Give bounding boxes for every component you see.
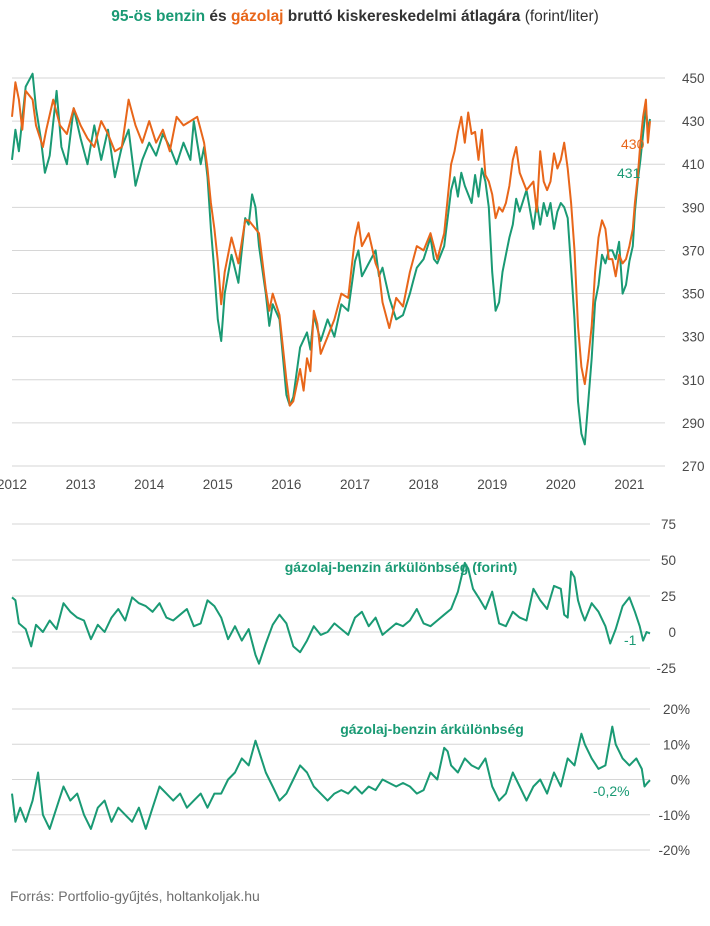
panel-title-diff-forint: gázolaj-benzin árkülönbség (forint) <box>285 559 518 575</box>
x-tick-label: 2016 <box>271 477 301 492</box>
y-tick-label-main: 310 <box>682 373 705 388</box>
end-label-benzin: 431 <box>617 165 641 181</box>
x-tick-label: 2017 <box>340 477 370 492</box>
y-tick-label-pct: -10% <box>658 808 690 823</box>
y-tick-label-main: 390 <box>682 200 705 215</box>
x-tick-label: 2013 <box>66 477 96 492</box>
end-label-diff-forint: -1 <box>624 632 637 648</box>
label-layer: 270 290 310 330 350 370 390 410 430 450 2012 2013 20… <box>0 71 705 858</box>
title-benzin: 95-ös benzin <box>111 8 206 25</box>
chart-title: 95-ös benzin és gázolaj bruttó kiskeresk… <box>0 8 710 26</box>
series-line-gazolaj <box>11 81 651 407</box>
y-tick-label-pct: 20% <box>663 702 690 717</box>
y-tick-label-pct: 0% <box>670 773 690 788</box>
x-tick-label: 2018 <box>409 477 439 492</box>
y-tick-label-pct: -20% <box>658 843 690 858</box>
title-gazolaj: gázolaj <box>230 8 284 25</box>
y-tick-label-main: 290 <box>682 416 705 431</box>
x-tick-label: 2015 <box>203 477 233 492</box>
y-tick-label-diff: 25 <box>661 589 676 604</box>
end-label-diff-pct: -0,2% <box>593 783 630 799</box>
y-tick-label-diff: 50 <box>661 553 676 568</box>
panel-title-diff-pct: gázolaj-benzin árkülönbség <box>340 721 524 737</box>
y-tick-label-main: 330 <box>682 330 705 345</box>
series-line-diff-forint <box>11 561 651 665</box>
x-tick-label: 2020 <box>546 477 576 492</box>
y-tick-label-main: 410 <box>682 157 705 172</box>
title-connector: és <box>205 8 231 25</box>
y-tick-label-main: 370 <box>682 243 705 258</box>
grid-layer <box>12 77 665 851</box>
series-layer <box>11 72 651 830</box>
y-tick-label-main: 450 <box>682 71 705 86</box>
y-tick-label-diff: 0 <box>668 625 676 640</box>
y-tick-label-diff: -25 <box>656 661 676 676</box>
series-line-benzin <box>11 72 651 446</box>
series-line-diff-pct <box>11 725 651 830</box>
y-tick-label-main: 430 <box>682 114 705 129</box>
x-tick-label: 2021 <box>614 477 644 492</box>
y-tick-label-main: 350 <box>682 287 705 302</box>
y-tick-label-diff: 75 <box>661 517 676 532</box>
end-label-gazolaj: 430 <box>621 136 645 152</box>
x-tick-label: 2012 <box>0 477 27 492</box>
x-tick-label: 2014 <box>134 477 165 492</box>
x-tick-label: 2019 <box>477 477 507 492</box>
source-note: Forrás: Portfolio-gyűjtés, holtankoljak.… <box>10 888 260 904</box>
title-main: bruttó kiskereskedelmi átlagára <box>283 8 525 25</box>
title-unit: (forint/liter) <box>524 8 599 25</box>
y-tick-label-main: 270 <box>682 459 705 474</box>
y-tick-label-pct: 10% <box>663 737 690 752</box>
